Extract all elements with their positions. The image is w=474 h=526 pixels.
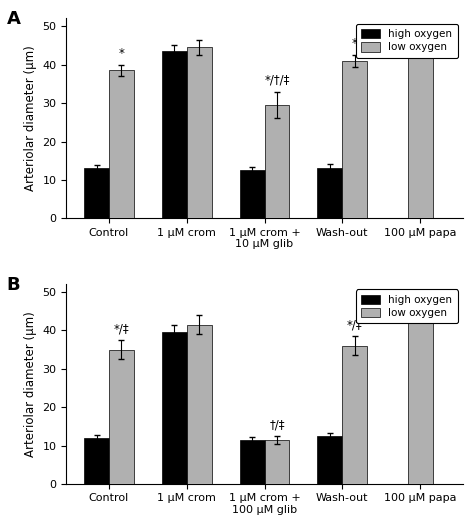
Bar bbox=[162, 51, 187, 218]
Bar bbox=[240, 170, 264, 218]
Bar bbox=[408, 313, 433, 484]
Text: †/‡: †/‡ bbox=[269, 419, 285, 431]
Text: A: A bbox=[7, 11, 20, 28]
Y-axis label: Arteriolar diameter (μm): Arteriolar diameter (μm) bbox=[24, 46, 37, 191]
Text: */‡: */‡ bbox=[347, 319, 363, 331]
Bar bbox=[240, 440, 264, 484]
Bar bbox=[342, 61, 367, 218]
Bar bbox=[318, 436, 342, 484]
Bar bbox=[109, 70, 134, 218]
Bar bbox=[84, 168, 109, 218]
Text: */†/‡: */†/‡ bbox=[264, 74, 290, 87]
Bar bbox=[264, 105, 290, 218]
Text: */‡: */‡ bbox=[114, 322, 129, 336]
Bar bbox=[264, 440, 290, 484]
Bar bbox=[187, 325, 212, 484]
Bar bbox=[318, 168, 342, 218]
Legend: high oxygen, low oxygen: high oxygen, low oxygen bbox=[356, 24, 458, 58]
Legend: high oxygen, low oxygen: high oxygen, low oxygen bbox=[356, 289, 458, 323]
Y-axis label: Arteriolar diameter (μm): Arteriolar diameter (μm) bbox=[24, 311, 37, 457]
Bar bbox=[342, 346, 367, 484]
Bar bbox=[84, 438, 109, 484]
Text: B: B bbox=[7, 276, 20, 294]
Bar bbox=[408, 42, 433, 218]
Text: *: * bbox=[352, 37, 358, 50]
Text: *: * bbox=[118, 47, 124, 60]
Bar bbox=[109, 350, 134, 484]
Bar bbox=[162, 332, 187, 484]
Bar bbox=[187, 47, 212, 218]
